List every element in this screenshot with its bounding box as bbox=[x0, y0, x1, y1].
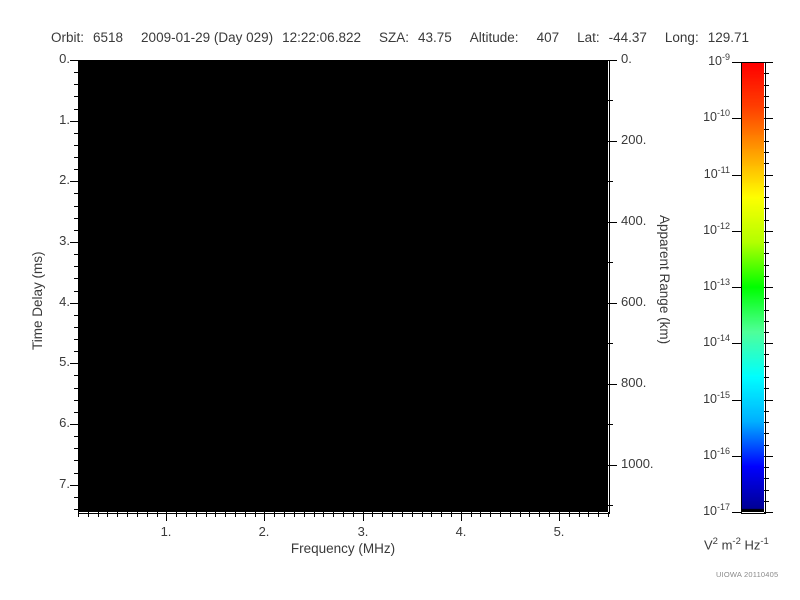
unit-meters: m bbox=[717, 537, 733, 553]
colorbar-tick-label: 10-12 bbox=[703, 221, 730, 238]
observation-time: 12:22:06.822 bbox=[282, 30, 361, 45]
watermark: UIOWA 20110405 bbox=[716, 570, 779, 579]
altitude-label: Altitude: bbox=[469, 30, 519, 45]
observation-date: 2009-01-29 (Day 029) bbox=[141, 30, 274, 45]
colorbar-tick-label: 10-14 bbox=[703, 333, 730, 350]
sza-value: 43.75 bbox=[417, 30, 452, 45]
unit-meters-exp: -2 bbox=[732, 536, 741, 547]
long-value: 129.71 bbox=[707, 30, 749, 45]
orbit-label: Orbit: bbox=[50, 30, 84, 45]
altitude-value: 407 bbox=[536, 30, 560, 45]
y-axis-title: Time Delay (ms) bbox=[30, 251, 45, 350]
ionogram-heatmap bbox=[78, 60, 608, 512]
lat-label: Lat: bbox=[577, 30, 600, 45]
colorbar-tick-label: 10-9 bbox=[708, 52, 730, 69]
colorbar bbox=[741, 62, 764, 512]
x-axis-title: Frequency (MHz) bbox=[290, 541, 396, 556]
colorbar-unit: V2 m-2 Hz-1 bbox=[704, 536, 769, 552]
colorbar-tick-label: 10-15 bbox=[703, 390, 730, 407]
colorbar-tick-label: 10-10 bbox=[703, 108, 730, 125]
orbit-value: 6518 bbox=[93, 30, 124, 45]
unit-hertz: Hz bbox=[740, 537, 761, 553]
colorbar-tick-label: 10-11 bbox=[703, 165, 730, 182]
unit-volts-exp: 2 bbox=[712, 536, 718, 547]
colorbar-tick-label: 10-16 bbox=[703, 446, 730, 463]
unit-volts: V bbox=[704, 537, 713, 553]
long-label: Long: bbox=[664, 30, 699, 45]
sza-label: SZA: bbox=[378, 30, 409, 45]
lat-value: -44.37 bbox=[608, 30, 647, 45]
header-metadata: Orbit: 6518 2009-01-29 (Day 029) 12:22:06.8… bbox=[0, 30, 800, 50]
heatmap-canvas bbox=[78, 60, 608, 512]
y2-axis-title: Apparent Range (km) bbox=[657, 215, 672, 345]
unit-hertz-exp: -1 bbox=[760, 536, 769, 547]
colorbar-tick-label: 10-13 bbox=[703, 277, 730, 294]
colorbar-canvas bbox=[741, 62, 764, 512]
colorbar-tick-label: 10-17 bbox=[703, 502, 730, 519]
